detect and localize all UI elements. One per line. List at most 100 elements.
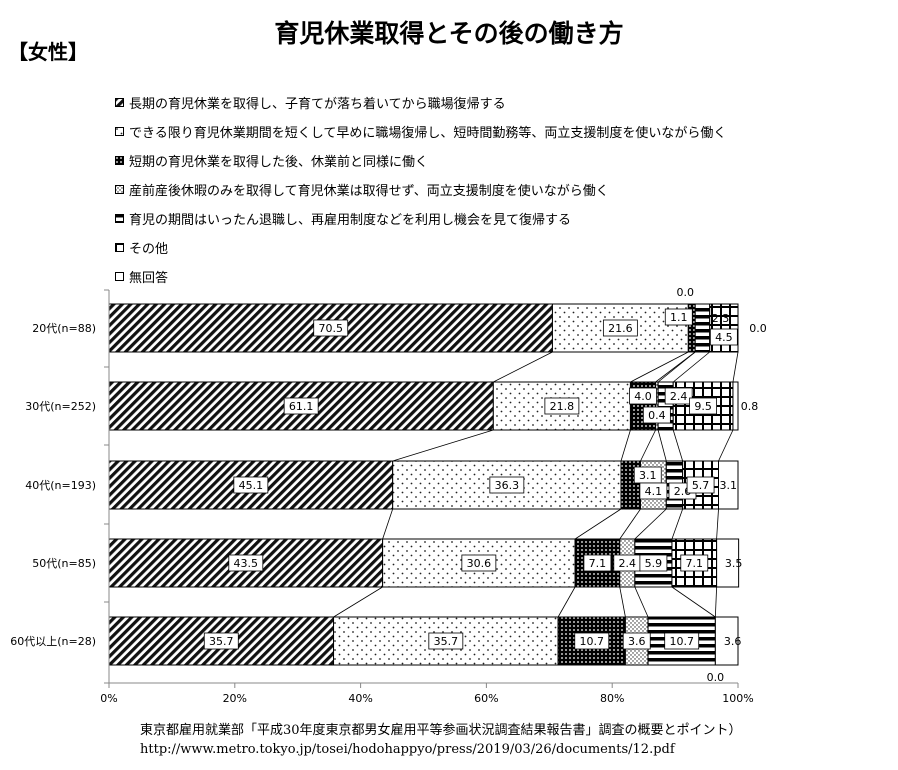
data-label: 61.1: [289, 400, 314, 413]
category-label: 50代(n=85): [32, 557, 96, 570]
data-label-box: [622, 632, 651, 650]
series-connector: [671, 586, 716, 618]
data-label: 5.7: [692, 479, 710, 492]
data-label-box: [602, 319, 638, 337]
category-label: 60代以上(n=28): [10, 635, 96, 648]
bar-segment: [714, 616, 739, 666]
data-label-box: [664, 308, 693, 326]
data-label: 3.6: [724, 635, 742, 648]
data-label-box: [574, 632, 610, 650]
legend-item: 育児の期間はいったん退職し、再雇用制度などを利用し機会を見て復帰する: [115, 204, 726, 233]
data-label: 10.7: [580, 635, 605, 648]
bar-segment: [732, 381, 739, 431]
legend-label: 無回答: [129, 271, 169, 286]
legend-label: その他: [129, 242, 169, 257]
category-label: 20代(n=88): [32, 322, 96, 335]
legend-swatch: [115, 127, 124, 136]
series-connector: [392, 429, 494, 462]
bar-segment: [694, 303, 711, 353]
category-label: 40代(n=193): [25, 479, 96, 492]
legend-swatch: [115, 156, 124, 165]
data-label-box: [664, 387, 693, 405]
data-label: 0.0: [676, 286, 694, 299]
series-connector: [557, 586, 576, 618]
data-label-box: [428, 632, 464, 650]
data-label: 1.1: [670, 311, 688, 324]
data-label: 3.1: [639, 469, 657, 482]
legend-item: その他: [115, 233, 726, 262]
data-label: 0.0: [749, 322, 767, 335]
data-label: 70.5: [318, 322, 343, 335]
series-connector: [714, 586, 718, 618]
data-label: 30.6: [467, 557, 492, 570]
series-connector: [657, 351, 696, 383]
chart: 70.5 21.6 1.1 0.0 2.3 4.5 0.0 61.1 21.8 4.0 0.4 2.4…: [10, 286, 767, 705]
data-label: 0.4: [648, 409, 666, 422]
chart-subtitle: 【女性】: [8, 40, 88, 64]
legend-item: 短期の育児休業を取得した後、休業前と同様に働く: [115, 146, 726, 175]
series-connector: [574, 508, 622, 540]
data-label-box: [203, 632, 239, 650]
data-label: 21.6: [608, 322, 633, 335]
data-label: 36.3: [495, 479, 520, 492]
data-label-box: [489, 476, 525, 494]
bar-segment: [716, 538, 740, 588]
legend-swatch: [115, 98, 124, 107]
series-connector: [619, 508, 641, 540]
data-label-box: [686, 476, 715, 494]
data-label-box: [283, 397, 319, 415]
data-label-box: [544, 397, 580, 415]
data-label: 3.6: [628, 635, 646, 648]
series-connector: [672, 429, 684, 462]
data-label: 9.5: [694, 400, 712, 413]
data-label-box: [313, 319, 349, 337]
legend-label: 長期の育児休業を取得し、子育てが落ち着いてから職場復帰する: [129, 97, 506, 112]
data-label: 43.5: [234, 557, 259, 570]
data-label-box: [709, 328, 738, 346]
series-connector: [634, 508, 667, 540]
data-label: 5.9: [645, 557, 663, 570]
legend-label: できる限り育児休業期間を短くして早めに職場復帰し、短時間勤務等、両立支援制度を使…: [129, 126, 727, 141]
data-label-box: [689, 397, 717, 415]
x-tick-label: 100%: [722, 692, 753, 705]
source-citation: 東京都雇用就業部「平成30年度東京都男女雇用平等参画状況調査結果報告書」調査の概…: [140, 723, 742, 738]
data-label: 2.4: [619, 557, 637, 570]
series-connector: [630, 351, 689, 383]
data-label: 0.0: [707, 671, 725, 684]
series-connector: [671, 508, 684, 540]
legend-swatch: [115, 214, 124, 223]
legend-swatch: [115, 185, 124, 194]
data-label: 4.0: [634, 390, 652, 403]
series-connector: [634, 586, 649, 618]
bar-segment: [108, 460, 394, 510]
legend-item: 長期の育児休業を取得し、子育てが落ち着いてから職場復帰する: [115, 88, 726, 117]
data-label-box: [233, 476, 269, 494]
x-tick-label: 40%: [348, 692, 372, 705]
data-label-box: [629, 387, 657, 405]
category-label: 30代(n=252): [25, 400, 96, 413]
series-connector: [657, 429, 667, 462]
series-connector: [333, 586, 383, 618]
legend-swatch: [115, 272, 124, 281]
data-label: 7.1: [686, 557, 704, 570]
data-label: 10.7: [669, 635, 694, 648]
series-connector: [732, 351, 739, 383]
series-connector: [716, 508, 719, 540]
series-connector: [493, 351, 553, 383]
data-label-box: [583, 554, 612, 572]
legend: 長期の育児休業を取得し、子育てが落ち着いてから職場復帰するできる限り育児休業期間…: [115, 88, 726, 291]
legend-item: 産前産後休暇のみを取得して育児休業は取得せず、両立支援制度を使いながら働く: [115, 175, 726, 204]
legend-item: 無回答: [115, 262, 726, 291]
legend-label: 短期の育児休業を取得した後、休業前と同様に働く: [129, 155, 429, 170]
legend-item: できる限り育児休業期間を短くして早めに職場復帰し、短時間勤務等、両立支援制度を使…: [115, 117, 726, 146]
series-connector: [382, 508, 394, 540]
data-label: 0.8: [741, 400, 759, 413]
series-connector: [718, 429, 734, 462]
data-label: 21.8: [550, 400, 575, 413]
series-connector: [619, 586, 626, 618]
series-connector: [640, 429, 656, 462]
source-url: http://www.metro.tokyo.jp/tosei/hodohapp…: [140, 742, 675, 757]
data-label: 4.5: [715, 331, 733, 344]
data-label-box: [639, 554, 668, 572]
data-label: 35.7: [434, 635, 459, 648]
